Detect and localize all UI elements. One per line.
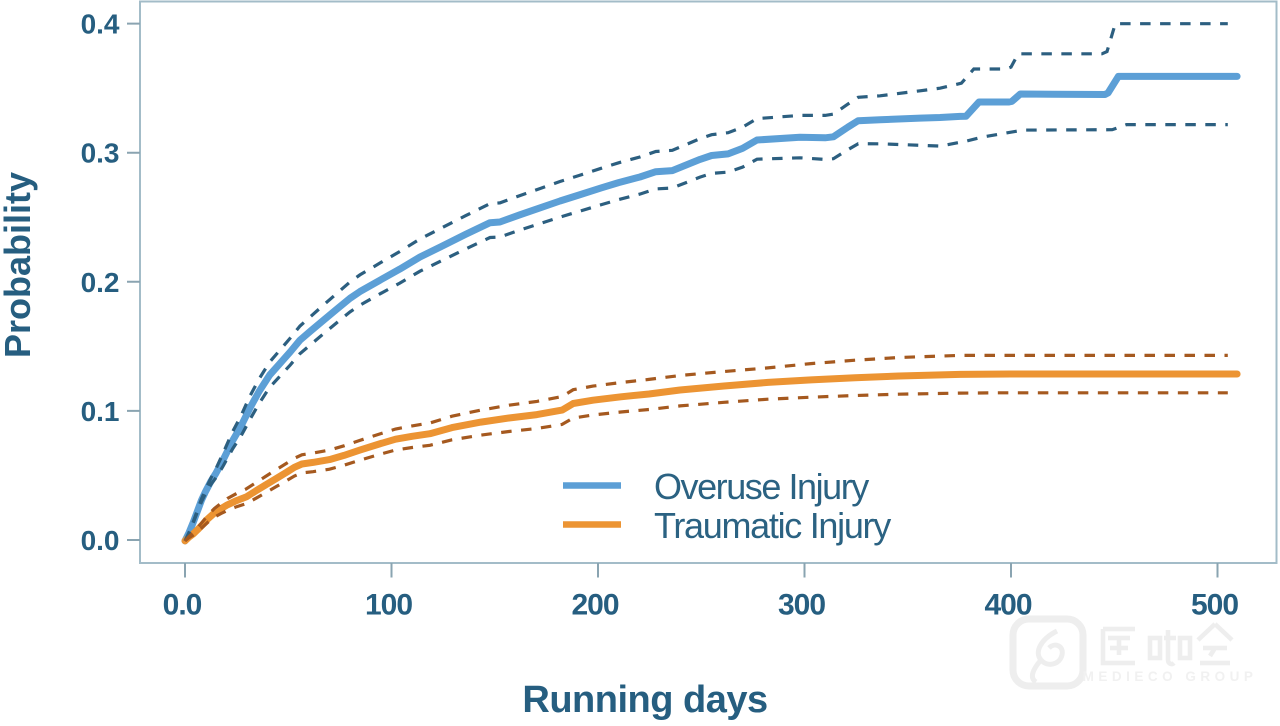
svg-text:0.2: 0.2	[81, 267, 120, 298]
svg-text:200: 200	[571, 589, 618, 622]
svg-text:Running days: Running days	[522, 679, 767, 721]
svg-text:Traumatic Injury: Traumatic Injury	[654, 505, 891, 546]
svg-text:0.4: 0.4	[81, 9, 120, 40]
svg-text:Overuse Injury: Overuse Injury	[654, 466, 869, 507]
svg-text:Probability: Probability	[0, 172, 38, 358]
svg-text:MEDIECO GROUP: MEDIECO GROUP	[1083, 669, 1258, 684]
svg-text:0.0: 0.0	[81, 525, 120, 556]
svg-text:0.3: 0.3	[81, 138, 120, 169]
svg-text:0.0: 0.0	[163, 589, 202, 622]
svg-text:0.1: 0.1	[81, 396, 120, 427]
svg-text:500: 500	[1191, 589, 1238, 622]
svg-text:300: 300	[778, 589, 825, 622]
svg-text:100: 100	[365, 589, 412, 622]
